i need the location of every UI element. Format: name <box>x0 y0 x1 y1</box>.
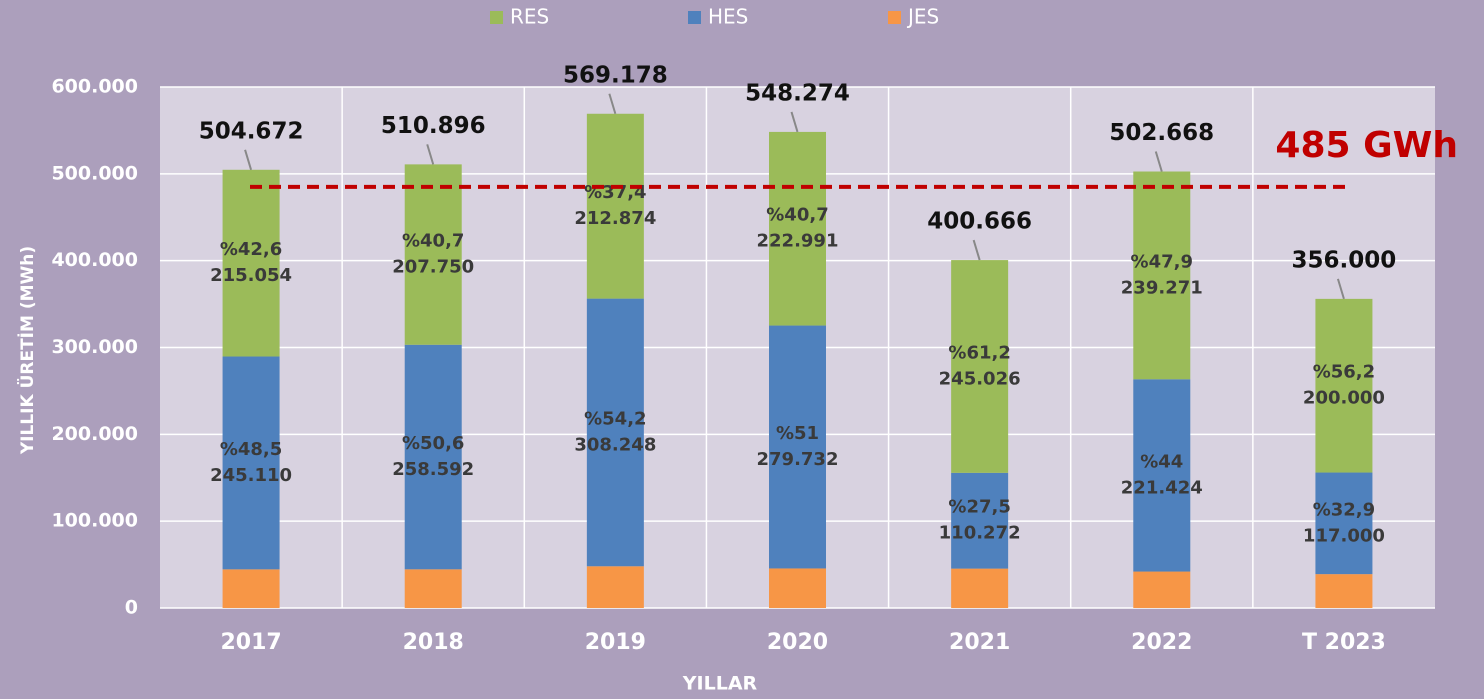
value-label: 239.271 <box>1121 277 1203 298</box>
total-leader <box>790 111 799 133</box>
share-label: %61,2 <box>948 342 1010 363</box>
total-label: 502.668 <box>1109 120 1214 146</box>
share-label: %42,6 <box>220 239 282 260</box>
value-label: 200.000 <box>1303 388 1385 409</box>
value-label: 222.991 <box>757 231 839 252</box>
total-label: 356.000 <box>1292 247 1397 273</box>
x-axis-label: YILLAR <box>682 673 758 695</box>
bar-segment <box>951 260 1009 473</box>
y-tick-label: 200.000 <box>51 423 138 445</box>
bar-segment <box>1315 472 1373 575</box>
share-label: %56,2 <box>1313 362 1375 383</box>
bar-segment <box>1315 574 1373 608</box>
bar-segment <box>1133 571 1191 608</box>
bar-segment <box>1133 379 1191 572</box>
y-tick-label: 500.000 <box>51 162 138 184</box>
bar-segment <box>222 569 280 608</box>
share-label: %40,7 <box>402 231 464 252</box>
y-tick-label: 100.000 <box>51 510 138 532</box>
legend-swatch <box>490 11 503 24</box>
total-leader <box>1154 151 1163 172</box>
y-tick-label: 0 <box>125 597 138 619</box>
bar-segment <box>1315 298 1373 473</box>
share-label: %27,5 <box>948 497 1010 518</box>
share-label: %44 <box>1140 451 1183 472</box>
total-leader <box>244 149 253 171</box>
bar-segment <box>404 164 462 345</box>
bar-segment <box>222 356 280 570</box>
bar-segment <box>404 569 462 608</box>
total-leader <box>608 93 617 115</box>
total-leader <box>426 144 435 165</box>
x-tick-label: T 2023 <box>1302 630 1386 655</box>
legend-label: RES <box>510 5 549 29</box>
bar-segment <box>769 568 826 608</box>
value-label: 245.110 <box>210 465 292 486</box>
bar-segment <box>586 298 644 567</box>
value-label: 110.272 <box>939 523 1021 544</box>
value-label: 279.732 <box>757 449 839 470</box>
value-label: 221.424 <box>1121 477 1203 498</box>
total-label: 510.896 <box>381 113 486 139</box>
value-label: 245.026 <box>939 368 1021 389</box>
bar-segment <box>951 472 1009 569</box>
share-label: %54,2 <box>584 408 646 429</box>
y-tick-label: 400.000 <box>51 249 138 271</box>
total-label: 504.672 <box>199 118 304 144</box>
x-tick-label: 2020 <box>767 630 828 655</box>
y-axis-label: YILLIK ÜRETİM (MWh) <box>16 246 38 455</box>
total-label: 400.666 <box>927 209 1032 235</box>
x-tick-label: 2019 <box>585 630 646 655</box>
bar-segment <box>769 131 826 326</box>
share-label: %48,5 <box>220 439 282 460</box>
legend-swatch <box>888 11 901 24</box>
bar-segment <box>769 325 826 569</box>
value-label: 258.592 <box>392 459 474 480</box>
total-label: 548.274 <box>745 80 850 106</box>
x-tick-label: 2021 <box>949 630 1010 655</box>
share-label: %50,6 <box>402 433 464 454</box>
share-label: %47,9 <box>1131 251 1193 272</box>
bar-segment <box>586 566 644 608</box>
total-label: 569.178 <box>563 62 668 88</box>
legend-swatch <box>688 11 701 24</box>
total-leader <box>972 239 981 261</box>
x-tick-label: 2022 <box>1131 630 1192 655</box>
share-label: %32,9 <box>1313 499 1375 520</box>
y-tick-label: 300.000 <box>51 336 138 358</box>
value-label: 207.750 <box>392 257 474 278</box>
total-leader <box>1336 278 1345 300</box>
bar-segment <box>222 169 280 357</box>
x-tick-label: 2017 <box>220 630 281 655</box>
bar-segment <box>951 568 1009 608</box>
value-label: 308.248 <box>574 434 656 455</box>
bar-segment <box>404 344 462 570</box>
value-label: 212.874 <box>574 208 656 229</box>
bar-segment <box>586 113 644 299</box>
reference-label: 485 GWh <box>1275 125 1458 166</box>
bar-segment <box>1133 171 1191 380</box>
share-label: %40,7 <box>766 205 828 226</box>
share-label: %51 <box>776 423 819 444</box>
x-tick-label: 2018 <box>403 630 464 655</box>
legend-label: JES <box>906 5 939 29</box>
y-tick-label: 600.000 <box>51 76 138 98</box>
value-label: 117.000 <box>1303 525 1385 546</box>
legend-label: HES <box>708 5 748 29</box>
value-label: 215.054 <box>210 265 292 286</box>
